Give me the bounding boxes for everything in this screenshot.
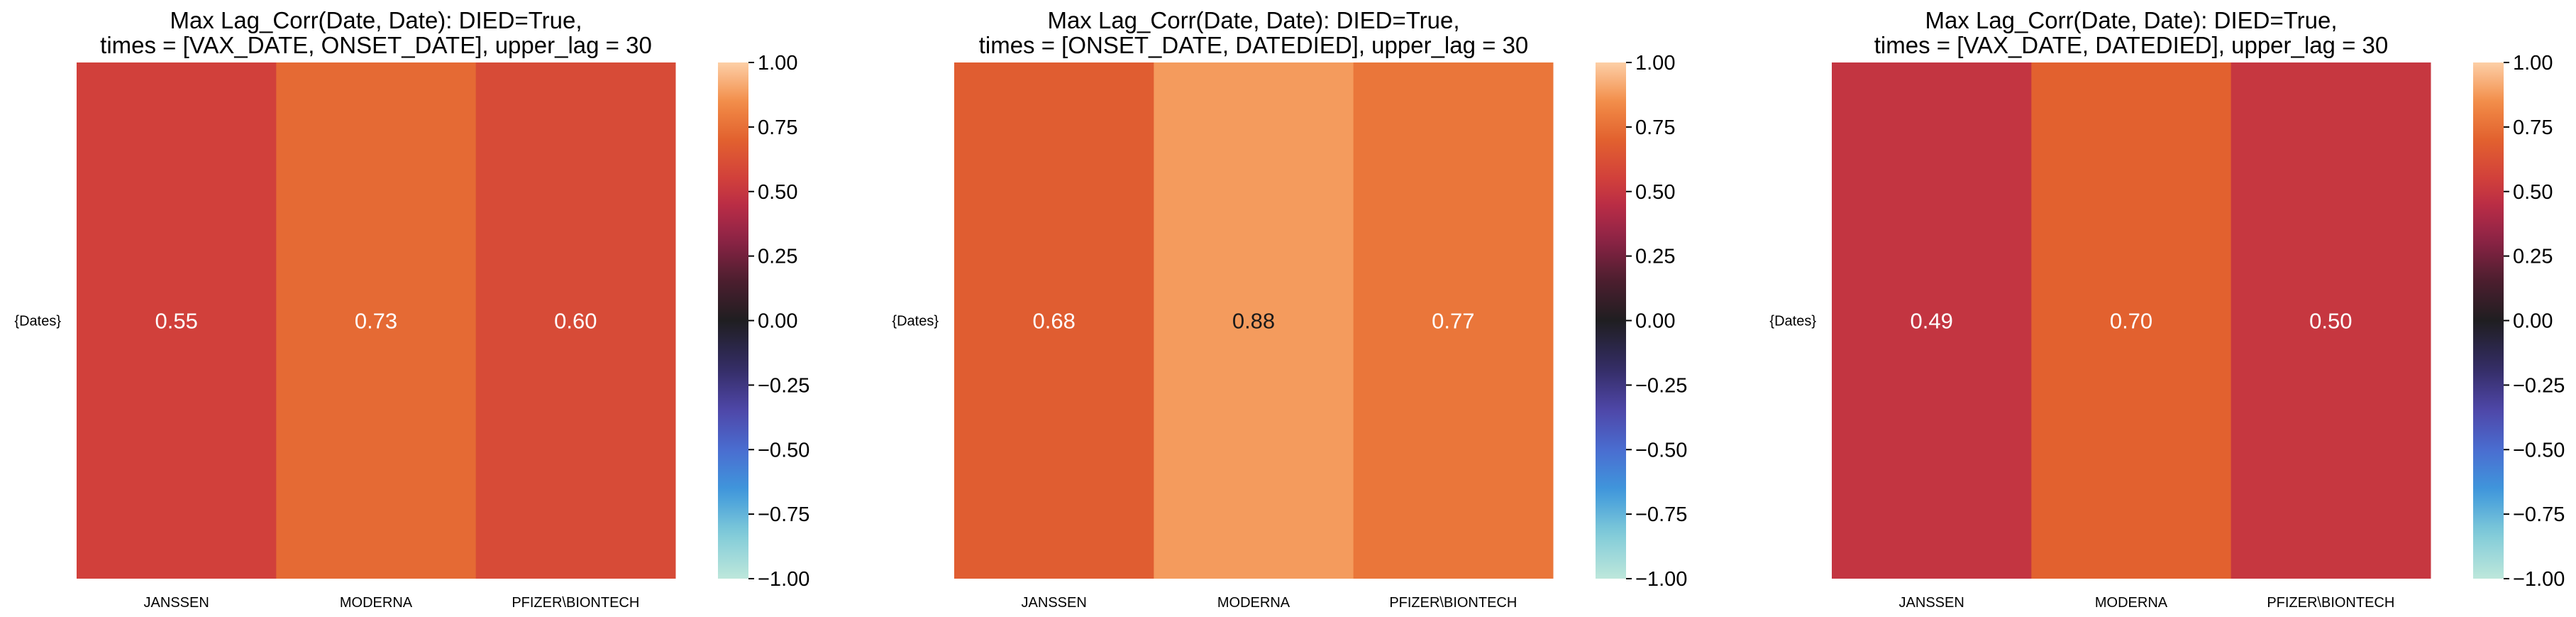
row-label: {Dates} xyxy=(14,314,61,329)
colorbar-tick-label: 1.00 xyxy=(758,52,797,75)
colorbar-tick-label: −1.00 xyxy=(1635,568,1687,591)
heatmap-cell xyxy=(2031,62,2232,579)
heatmap-panel-3: Max Lag_Corr(Date, Date): DIED=True, time… xyxy=(1769,7,2565,611)
colorbar-tick-label: 0.50 xyxy=(2513,181,2553,204)
colorbar-tick-label: −0.25 xyxy=(2513,374,2565,397)
colorbar xyxy=(718,62,748,579)
cell-annotation: 0.68 xyxy=(1032,309,1075,334)
column-label: MODERNA xyxy=(1217,595,1290,611)
colorbar-tick-label: 0.25 xyxy=(758,246,797,268)
column-label: MODERNA xyxy=(2095,595,2168,611)
chart-title: Max Lag_Corr(Date, Date): DIED=True, time… xyxy=(1874,7,2388,58)
colorbar-tick-label: −0.25 xyxy=(1635,374,1687,397)
cell-annotation: 0.50 xyxy=(2309,309,2352,334)
column-label: JANSSEN xyxy=(144,595,209,611)
colorbar-tick-label: 0.75 xyxy=(1635,116,1675,139)
chart-title: Max Lag_Corr(Date, Date): DIED=True, time… xyxy=(979,7,1529,58)
cell-annotation: 0.60 xyxy=(554,309,597,334)
colorbar-tick-label: −0.75 xyxy=(2513,503,2565,526)
colorbar-tick-label: −0.50 xyxy=(1635,439,1687,462)
row-label: {Dates} xyxy=(1769,314,1816,329)
colorbar xyxy=(2473,62,2504,579)
chart-title: Max Lag_Corr(Date, Date): DIED=True, time… xyxy=(100,7,652,58)
heatmap-cell xyxy=(1353,62,1554,579)
colorbar-tick-label: 0.00 xyxy=(2513,310,2553,333)
colorbar-tick-label: −0.75 xyxy=(1635,503,1687,526)
row-label: {Dates} xyxy=(892,314,939,329)
heatmap-cell xyxy=(1154,62,1354,579)
heatmap-cell xyxy=(276,62,477,579)
column-label: PFIZER\BIONTECH xyxy=(1389,595,1517,611)
cell-annotation: 0.88 xyxy=(1232,309,1275,334)
heatmap-cell xyxy=(77,62,277,579)
colorbar-tick-label: 1.00 xyxy=(1635,52,1675,75)
heatmap-panel-1: Max Lag_Corr(Date, Date): DIED=True, time… xyxy=(14,7,809,611)
colorbar-tick-label: 0.00 xyxy=(1635,310,1675,333)
cell-annotation: 0.73 xyxy=(355,309,397,334)
cell-annotation: 0.77 xyxy=(1432,309,1474,334)
column-label: MODERNA xyxy=(340,595,413,611)
heatmap-cell xyxy=(1832,62,2032,579)
colorbar-tick-label: 0.50 xyxy=(1635,181,1675,204)
colorbar-tick-label: 1.00 xyxy=(2513,52,2553,75)
column-label: PFIZER\BIONTECH xyxy=(2267,595,2394,611)
colorbar-tick-label: −0.50 xyxy=(758,439,809,462)
cell-annotation: 0.49 xyxy=(1910,309,1952,334)
colorbar-tick-label: 0.00 xyxy=(758,310,797,333)
colorbar-tick-label: −1.00 xyxy=(2513,568,2565,591)
column-label: JANSSEN xyxy=(1899,595,1964,611)
colorbar-tick-label: 0.25 xyxy=(1635,246,1675,268)
column-label: PFIZER\BIONTECH xyxy=(512,595,639,611)
colorbar-tick-label: 0.75 xyxy=(2513,116,2553,139)
colorbar-tick-label: −0.75 xyxy=(758,503,809,526)
colorbar-tick-label: 0.75 xyxy=(758,116,797,139)
colorbar-tick-label: −0.25 xyxy=(758,374,809,397)
colorbar-tick-label: 0.25 xyxy=(2513,246,2553,268)
colorbar-tick-label: 0.50 xyxy=(758,181,797,204)
cell-annotation: 0.70 xyxy=(2110,309,2152,334)
heatmap-cell xyxy=(475,62,676,579)
column-label: JANSSEN xyxy=(1022,595,1087,611)
colorbar-tick-label: −1.00 xyxy=(758,568,809,591)
heatmap-cell xyxy=(2230,62,2431,579)
colorbar-tick-label: −0.50 xyxy=(2513,439,2565,462)
colorbar xyxy=(1596,62,1626,579)
cell-annotation: 0.55 xyxy=(155,309,197,334)
heatmap-cell xyxy=(954,62,1154,579)
heatmap-panel-2: Max Lag_Corr(Date, Date): DIED=True, time… xyxy=(892,7,1687,611)
